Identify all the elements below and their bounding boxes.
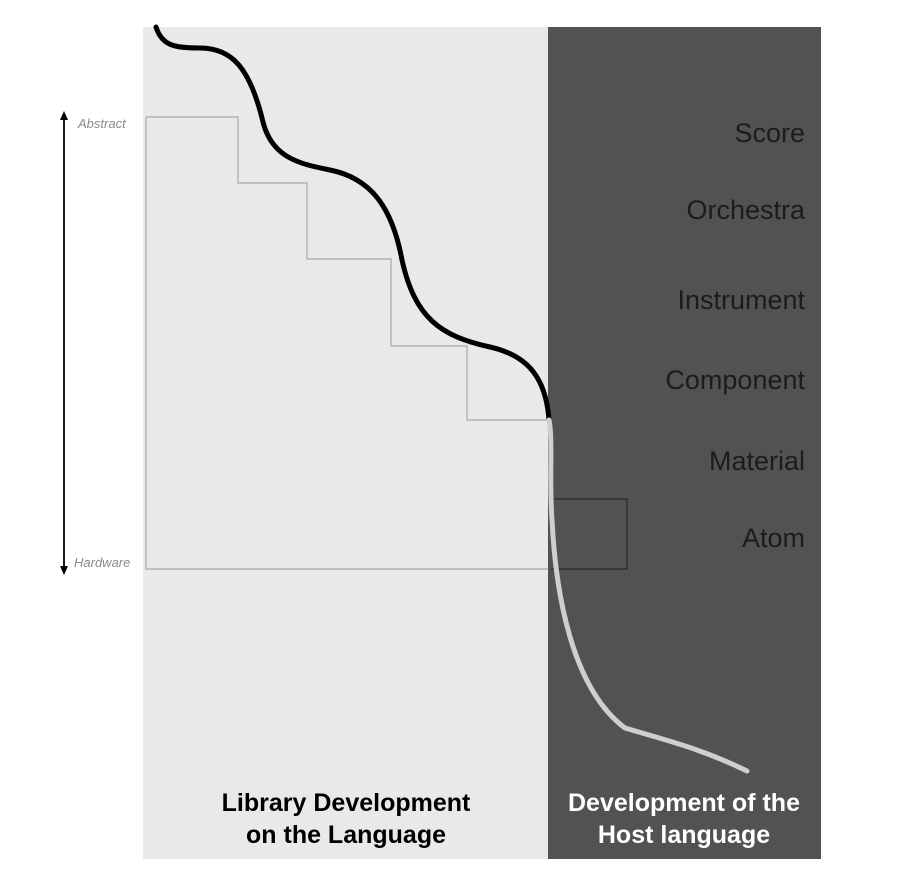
axis-arrow-up-icon [60, 111, 68, 120]
level-label-score: Score [734, 118, 805, 148]
library-panel-title-line2: on the Language [246, 821, 446, 849]
library-panel-title-line1: Library Development [222, 789, 471, 817]
host-panel-title-line1: Development of the [568, 789, 800, 817]
host-curve [546, 417, 750, 774]
host-language-panel [548, 27, 821, 859]
level-label-orchestra: Orchestra [686, 195, 806, 225]
staircase-left-edge [145, 117, 548, 570]
atom-box [551, 498, 628, 570]
axis-top-label: Abstract [77, 116, 127, 131]
level-label-instrument: Instrument [677, 285, 805, 315]
level-label-component: Component [665, 365, 805, 395]
abstraction-staircase [146, 116, 548, 421]
library-panel [143, 27, 548, 859]
host-panel-title-line2: Host language [598, 821, 770, 849]
axis-bottom-label: Hardware [74, 555, 130, 570]
level-label-atom: Atom [742, 523, 805, 553]
axis-arrow-down-icon [60, 566, 68, 575]
level-label-material: Material [709, 446, 805, 476]
library-curve [153, 24, 552, 423]
